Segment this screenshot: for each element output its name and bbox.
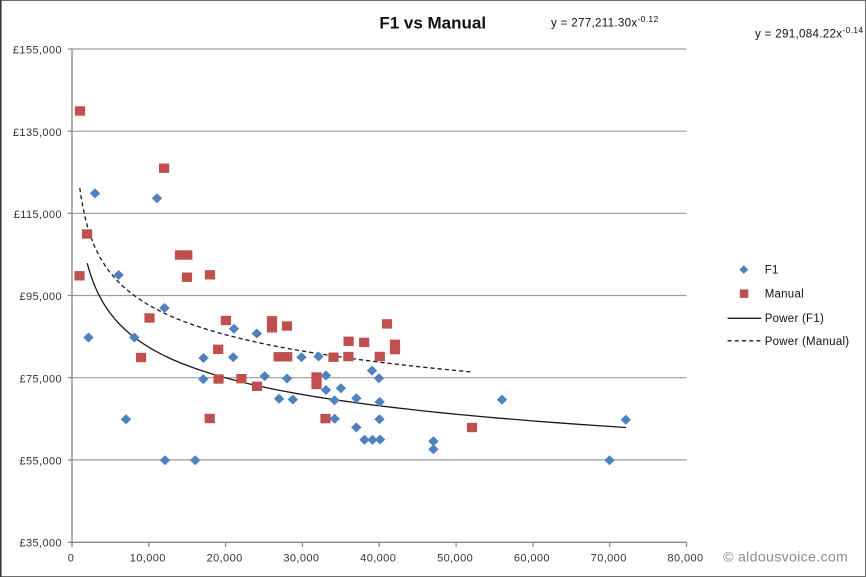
svg-text:£115,000: £115,000 <box>14 209 62 221</box>
svg-text:60,000: 60,000 <box>514 552 550 564</box>
svg-text:Power (Manual): Power (Manual) <box>765 336 850 348</box>
svg-text:Power (F1): Power (F1) <box>765 313 824 325</box>
svg-text:40,000: 40,000 <box>360 552 396 564</box>
svg-text:© aldousvoice.com: © aldousvoice.com <box>723 550 848 566</box>
svg-text:y = 277,211.30x-0.12: y = 277,211.30x-0.12 <box>551 14 659 30</box>
svg-text:£155,000: £155,000 <box>13 45 62 57</box>
svg-text:£35,000: £35,000 <box>19 538 62 550</box>
svg-text:0: 0 <box>68 552 75 564</box>
svg-text:£55,000: £55,000 <box>19 456 62 468</box>
svg-text:£135,000: £135,000 <box>13 127 62 139</box>
svg-text:20,000: 20,000 <box>207 552 243 564</box>
svg-text:F1 vs Manual: F1 vs Manual <box>379 13 486 32</box>
svg-text:10,000: 10,000 <box>130 552 166 564</box>
svg-text:80,000: 80,000 <box>667 552 703 564</box>
svg-text:Manual: Manual <box>765 288 804 300</box>
svg-text:30,000: 30,000 <box>283 552 319 564</box>
svg-text:£75,000: £75,000 <box>19 373 62 385</box>
svg-text:£95,000: £95,000 <box>19 291 62 303</box>
svg-text:70,000: 70,000 <box>591 552 627 564</box>
svg-text:y = 291,084.22x-0.14: y = 291,084.22x-0.14 <box>755 25 863 41</box>
svg-text:50,000: 50,000 <box>437 552 473 564</box>
svg-text:F1: F1 <box>765 264 779 276</box>
